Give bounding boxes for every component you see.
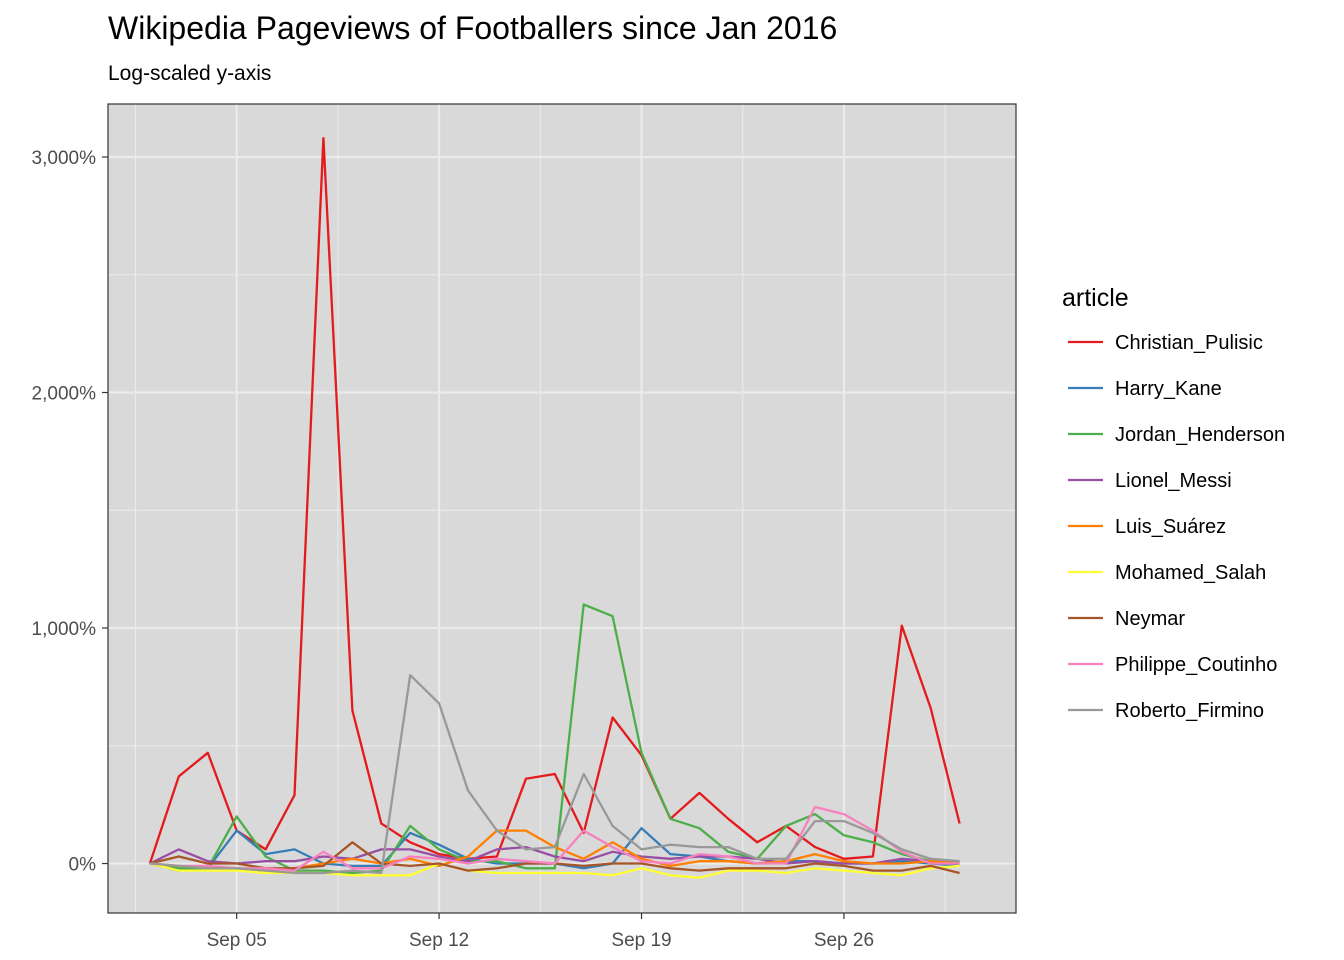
plot-panel — [108, 104, 1016, 913]
x-tick-label: Sep 19 — [611, 930, 671, 951]
legend-label: Lionel_Messi — [1115, 470, 1232, 492]
y-tick-label: 0% — [69, 855, 97, 876]
y-tick-label: 3,000% — [32, 148, 97, 169]
legend-label: Mohamed_Salah — [1115, 562, 1266, 584]
legend-label: Harry_Kane — [1115, 378, 1222, 400]
x-tick-label: Sep 26 — [814, 930, 874, 951]
y-axis: 0% 1,000% 2,000% 3,000% — [32, 148, 108, 876]
legend-label: Philippe_Coutinho — [1115, 654, 1277, 676]
legend-label: Neymar — [1115, 608, 1185, 630]
x-axis: Sep 05 Sep 12 Sep 19 Sep 26 — [207, 913, 874, 951]
legend-label: Jordan_Henderson — [1115, 424, 1285, 446]
chart-subtitle: Log-scaled y-axis — [108, 62, 272, 85]
plot-border — [107, 103, 1017, 914]
legend-label: Roberto_Firmino — [1115, 700, 1264, 722]
series-line-philippe-coutinho — [149, 805, 960, 872]
minor-gridlines — [108, 104, 1016, 913]
series-lines — [148, 136, 961, 879]
series-line-christian-pulisic — [148, 136, 961, 864]
chart-title: Wikipedia Pageviews of Footballers since… — [108, 10, 838, 46]
series-line-roberto-firmino — [149, 673, 960, 875]
legend: article Christian_Pulisic Harry_Kane Jorda… — [1062, 284, 1285, 722]
y-tick-label: 1,000% — [32, 619, 97, 640]
y-tick-label: 2,000% — [32, 384, 97, 405]
legend-label: Christian_Pulisic — [1115, 332, 1263, 354]
legend-title: article — [1062, 284, 1129, 312]
x-tick-label: Sep 12 — [409, 930, 469, 951]
x-tick-label: Sep 05 — [207, 930, 267, 951]
series-line-lionel-messi — [149, 845, 960, 865]
legend-label: Luis_Suárez — [1115, 516, 1226, 538]
